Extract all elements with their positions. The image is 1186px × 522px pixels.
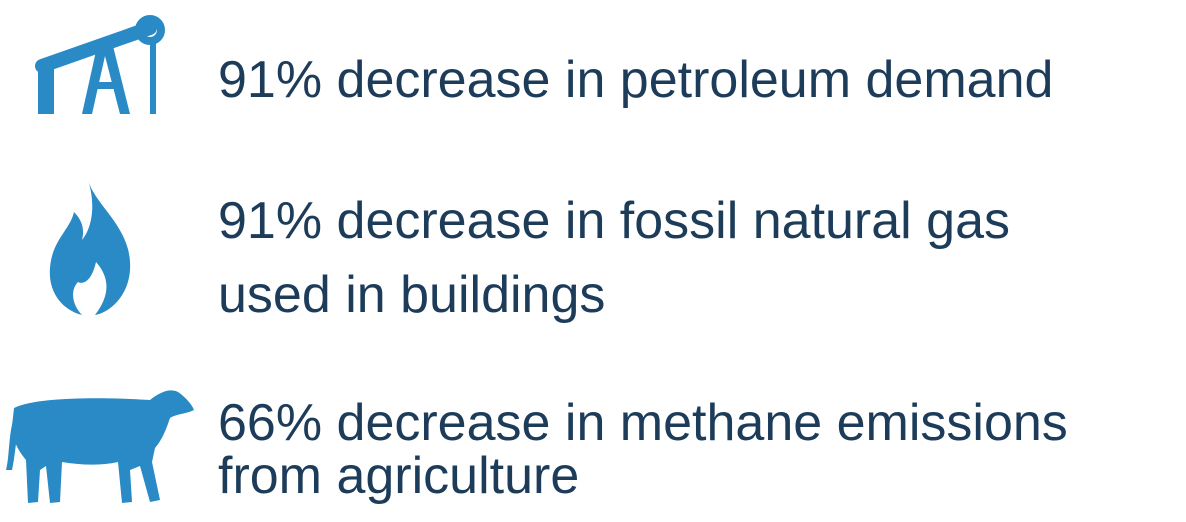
item-text: 66% decrease in methane emissions — [218, 394, 1068, 452]
pump-jack-icon — [35, 15, 165, 114]
flame-icon — [49, 180, 131, 315]
item-text: 91% decrease in petroleum demand — [218, 51, 1053, 109]
item-text: 91% decrease in fossil natural gas — [218, 192, 1010, 250]
cow-icon — [6, 390, 194, 503]
item-text: from agriculture — [218, 447, 579, 505]
item-text: used in buildings — [218, 266, 605, 324]
